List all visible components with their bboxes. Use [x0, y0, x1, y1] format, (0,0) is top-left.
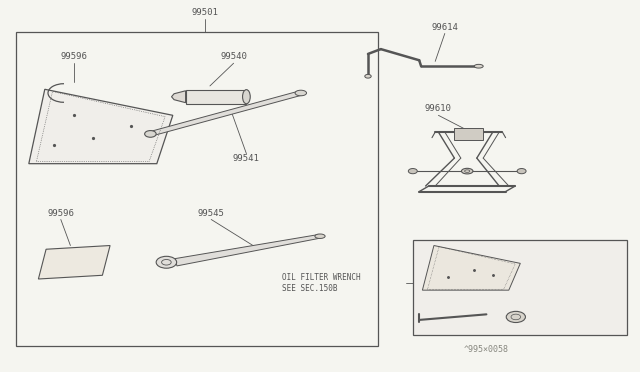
Ellipse shape: [156, 256, 177, 268]
Polygon shape: [422, 246, 520, 290]
Ellipse shape: [315, 234, 325, 238]
Polygon shape: [29, 89, 173, 164]
Polygon shape: [38, 246, 110, 279]
Text: 99545: 99545: [198, 209, 225, 218]
Ellipse shape: [365, 74, 371, 78]
Bar: [413, 240, 627, 335]
Ellipse shape: [295, 90, 307, 96]
Bar: [16, 32, 378, 346]
Text: 99610: 99610: [425, 105, 452, 113]
Text: OIL FILTER WRENCH: OIL FILTER WRENCH: [282, 273, 360, 282]
Ellipse shape: [461, 168, 473, 174]
Ellipse shape: [506, 311, 525, 323]
Ellipse shape: [243, 90, 250, 104]
Ellipse shape: [474, 64, 483, 68]
Ellipse shape: [517, 169, 526, 174]
Text: 99541: 99541: [233, 154, 260, 163]
Text: 99501: 99501: [191, 8, 218, 17]
Polygon shape: [172, 91, 186, 103]
Text: ^995×0058: ^995×0058: [464, 345, 509, 354]
Bar: [186, 90, 246, 104]
Text: SEE SEC.150B: SEE SEC.150B: [282, 284, 337, 293]
Polygon shape: [148, 91, 303, 136]
Ellipse shape: [145, 131, 156, 137]
Text: 99614: 99614: [431, 23, 458, 32]
Bar: [454, 128, 483, 140]
Polygon shape: [175, 234, 321, 266]
Ellipse shape: [408, 169, 417, 174]
Text: 99540: 99540: [220, 52, 247, 61]
Text: 99596: 99596: [47, 209, 74, 218]
Text: 99596: 99596: [60, 52, 87, 61]
